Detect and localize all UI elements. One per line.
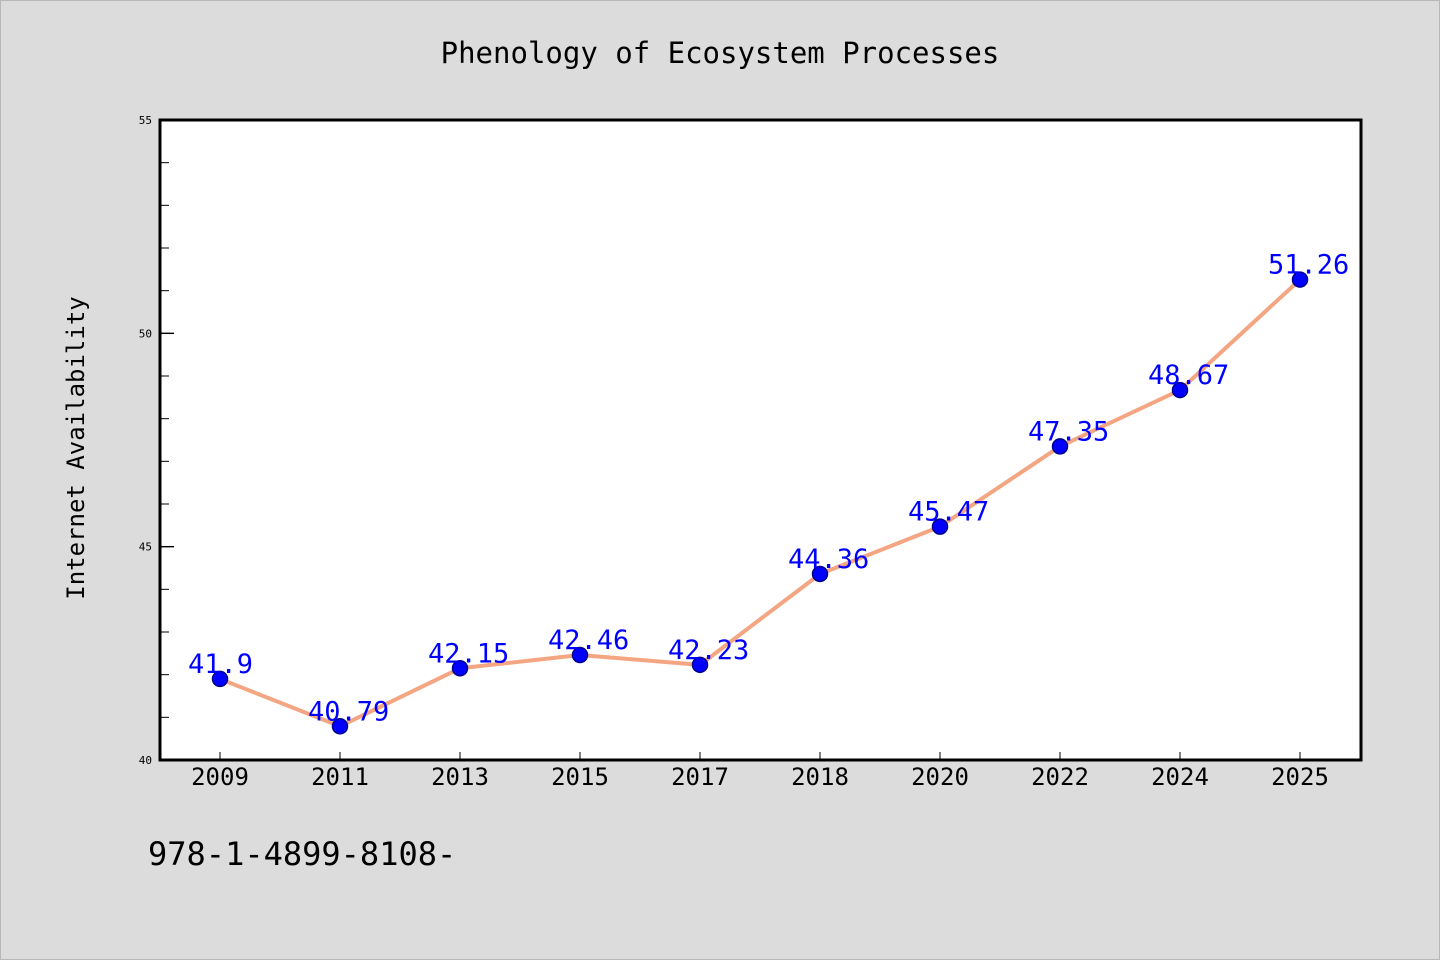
data-label: 41.9 bbox=[188, 649, 253, 680]
data-point bbox=[811, 565, 829, 583]
plot-area bbox=[160, 120, 1361, 760]
x-tick-label: 2025 bbox=[1271, 763, 1329, 791]
x-tick-label: 2015 bbox=[551, 763, 609, 791]
x-tick-label: 2022 bbox=[1031, 763, 1089, 791]
data-label: 51.26 bbox=[1268, 250, 1349, 281]
x-tick-label: 2020 bbox=[911, 763, 969, 791]
data-point bbox=[1291, 271, 1309, 288]
x-axis-ticks: 2009 2011 2013 2015 2017 2018 2020 2022 2024 2025 bbox=[191, 752, 1329, 791]
data-point bbox=[571, 646, 589, 664]
data-point bbox=[331, 718, 349, 735]
data-point bbox=[1171, 381, 1189, 399]
data-label: 44.36 bbox=[788, 544, 869, 575]
data-point bbox=[691, 656, 709, 674]
x-tick-label: 2009 bbox=[191, 763, 249, 791]
data-label: 47.35 bbox=[1028, 416, 1109, 447]
data-label-layer: 41.9 40.79 42.15 42.46 42.23 44.36 45.47 47.35 4… bbox=[188, 250, 1349, 728]
x-tick-label: 2013 bbox=[431, 763, 489, 791]
data-point bbox=[211, 670, 229, 688]
y-axis-label: Internet Availability bbox=[62, 296, 90, 599]
data-label: 48.67 bbox=[1148, 360, 1229, 391]
x-tick-label: 2024 bbox=[1151, 763, 1209, 791]
x-tick-label: 2011 bbox=[311, 763, 369, 791]
data-label: 42.46 bbox=[548, 625, 629, 656]
plot-frame bbox=[158, 118, 1363, 762]
data-label: 45.47 bbox=[908, 497, 989, 528]
data-point bbox=[1051, 438, 1069, 455]
x-tick-label: 2018 bbox=[791, 763, 849, 791]
series-line bbox=[218, 277, 1302, 729]
y-tick-label: 55 bbox=[139, 114, 152, 127]
chart-title: Phenology of Ecosystem Processes bbox=[441, 36, 1000, 70]
data-point bbox=[931, 518, 949, 535]
y-tick-label: 50 bbox=[139, 327, 152, 340]
y-tick-label: 45 bbox=[139, 541, 152, 554]
data-label: 40.79 bbox=[308, 696, 389, 727]
data-label: 42.15 bbox=[428, 638, 509, 669]
data-point bbox=[451, 660, 469, 677]
footer-text: 978-1-4899-8108- bbox=[148, 835, 456, 873]
data-label: 42.23 bbox=[668, 635, 749, 666]
y-tick-label: 40 bbox=[139, 754, 152, 767]
series-layer bbox=[211, 271, 1309, 735]
x-tick-label: 2017 bbox=[671, 763, 729, 791]
